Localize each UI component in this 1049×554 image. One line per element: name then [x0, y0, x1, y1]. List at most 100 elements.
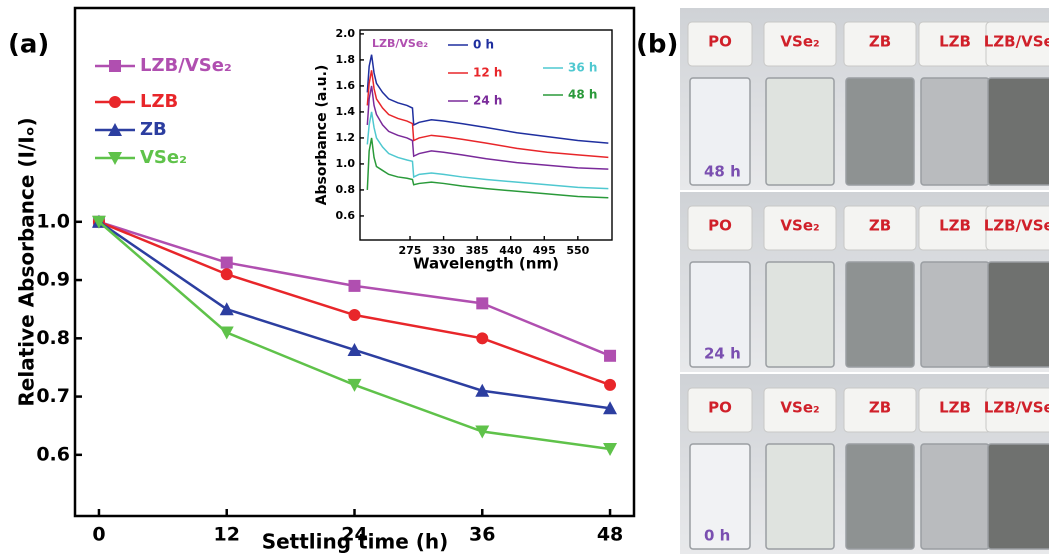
vial-label: ZB	[869, 33, 891, 51]
vial-label: PO	[708, 217, 732, 235]
vial-label: VSe₂	[780, 399, 819, 417]
vial-label: ZB	[869, 217, 891, 235]
vial-body	[845, 77, 915, 186]
x-tick-label: 495	[533, 244, 556, 257]
time-label: 48 h	[704, 163, 741, 181]
data-point	[219, 326, 234, 340]
vial-body	[689, 77, 751, 186]
time-label: 0 h	[704, 527, 730, 545]
data-point	[348, 309, 361, 322]
y-tick-label: 0.8	[336, 183, 356, 196]
plot-frame	[359, 29, 613, 241]
data-point	[347, 342, 362, 356]
series-line	[366, 137, 609, 199]
vial-cap	[763, 387, 837, 433]
vial-body	[845, 443, 915, 550]
data-point	[347, 378, 362, 392]
x-tick-label: 48	[597, 524, 623, 546]
vial-body	[920, 77, 990, 186]
vial-label: LZB/VSe₂	[984, 217, 1049, 235]
vial-body	[765, 261, 835, 368]
vial-label: LZB	[939, 217, 971, 235]
data-point	[475, 425, 490, 439]
x-tick-label: 440	[499, 244, 522, 257]
y-tick-label: 1.6	[336, 79, 356, 92]
x-tick-label: 12	[214, 524, 240, 546]
photo-panel: PO VSe₂ ZB LZB LZB/VSe₂ 48 h PO VSe₂ ZB LZB LZB/VS…	[680, 8, 1049, 554]
vial-label: PO	[708, 399, 732, 417]
x-tick-label: 330	[432, 244, 455, 257]
y-axis-label: Relative Absorbance (I/Iₒ)	[15, 117, 39, 406]
y-tick-label: 0.6	[36, 443, 70, 465]
legend-label: 12 h	[473, 66, 502, 80]
data-point	[604, 378, 617, 391]
legend-label: 36 h	[568, 61, 597, 75]
series-line	[366, 54, 609, 144]
vial-label: VSe₂	[780, 217, 819, 235]
y-tick-label: 0.9	[36, 269, 70, 291]
vial-cap	[985, 21, 1049, 67]
vial-body	[765, 443, 835, 550]
legend-label: 48 h	[568, 88, 597, 102]
x-tick-label: 36	[469, 524, 495, 546]
data-point	[348, 279, 361, 292]
x-tick-label: 385	[466, 244, 489, 257]
vial-cap	[843, 387, 917, 433]
inset-title: LZB/VSe₂	[372, 37, 428, 50]
vial-body	[689, 261, 751, 368]
x-axis-label: Wavelength (nm)	[413, 255, 559, 273]
y-tick-label: 0.8	[36, 327, 70, 349]
vial-body	[765, 77, 835, 186]
data-point	[603, 401, 618, 415]
y-tick-label: 1.8	[336, 53, 356, 66]
vial-cap	[985, 387, 1049, 433]
legend-marker	[108, 152, 122, 165]
time-label: 24 h	[704, 345, 741, 363]
vial-cap	[763, 205, 837, 251]
panel-label: (b)	[636, 30, 678, 60]
vial-cap	[843, 205, 917, 251]
data-point	[91, 215, 106, 229]
data-point	[219, 302, 234, 316]
data-point	[476, 332, 489, 345]
data-point	[604, 349, 617, 362]
vial-body	[987, 261, 1049, 368]
vial-body	[920, 443, 990, 550]
vial-label: LZB	[939, 399, 971, 417]
vial-body	[845, 261, 915, 368]
data-point	[220, 256, 233, 269]
data-point	[475, 383, 490, 397]
legend-label: ZB	[140, 119, 167, 140]
y-tick-label: 1.2	[336, 131, 356, 144]
x-tick-label: 0	[92, 524, 105, 546]
legend-label: VSe₂	[140, 147, 187, 168]
vial-label: ZB	[869, 399, 891, 417]
vial-label: VSe₂	[780, 33, 819, 51]
data-point	[220, 268, 233, 281]
x-tick-label: 550	[566, 244, 589, 257]
vial-body	[689, 443, 751, 550]
y-axis-label: Absorbance (a.u.)	[314, 65, 330, 206]
vial-body	[987, 77, 1049, 186]
x-tick-label: 24	[341, 524, 367, 546]
vial-cap	[687, 21, 753, 67]
panel-label: (a)	[8, 30, 49, 60]
vial-label: LZB/VSe₂	[984, 33, 1049, 51]
legend-label: LZB	[140, 91, 178, 112]
vial-label: PO	[708, 33, 732, 51]
x-tick-label: 275	[399, 244, 422, 257]
y-tick-label: 1.0	[36, 210, 70, 232]
vial-cap	[985, 205, 1049, 251]
vial-label: LZB/VSe₂	[984, 399, 1049, 417]
y-tick-label: 0.7	[36, 385, 70, 407]
vial-body	[920, 261, 990, 368]
series-line	[366, 111, 609, 190]
data-point	[476, 297, 489, 310]
vial-label: LZB	[939, 33, 971, 51]
vial-cap	[687, 205, 753, 251]
legend-label: 0 h	[473, 38, 494, 52]
legend-label: 24 h	[473, 94, 502, 108]
data-point	[603, 443, 618, 457]
vial-cap	[843, 21, 917, 67]
